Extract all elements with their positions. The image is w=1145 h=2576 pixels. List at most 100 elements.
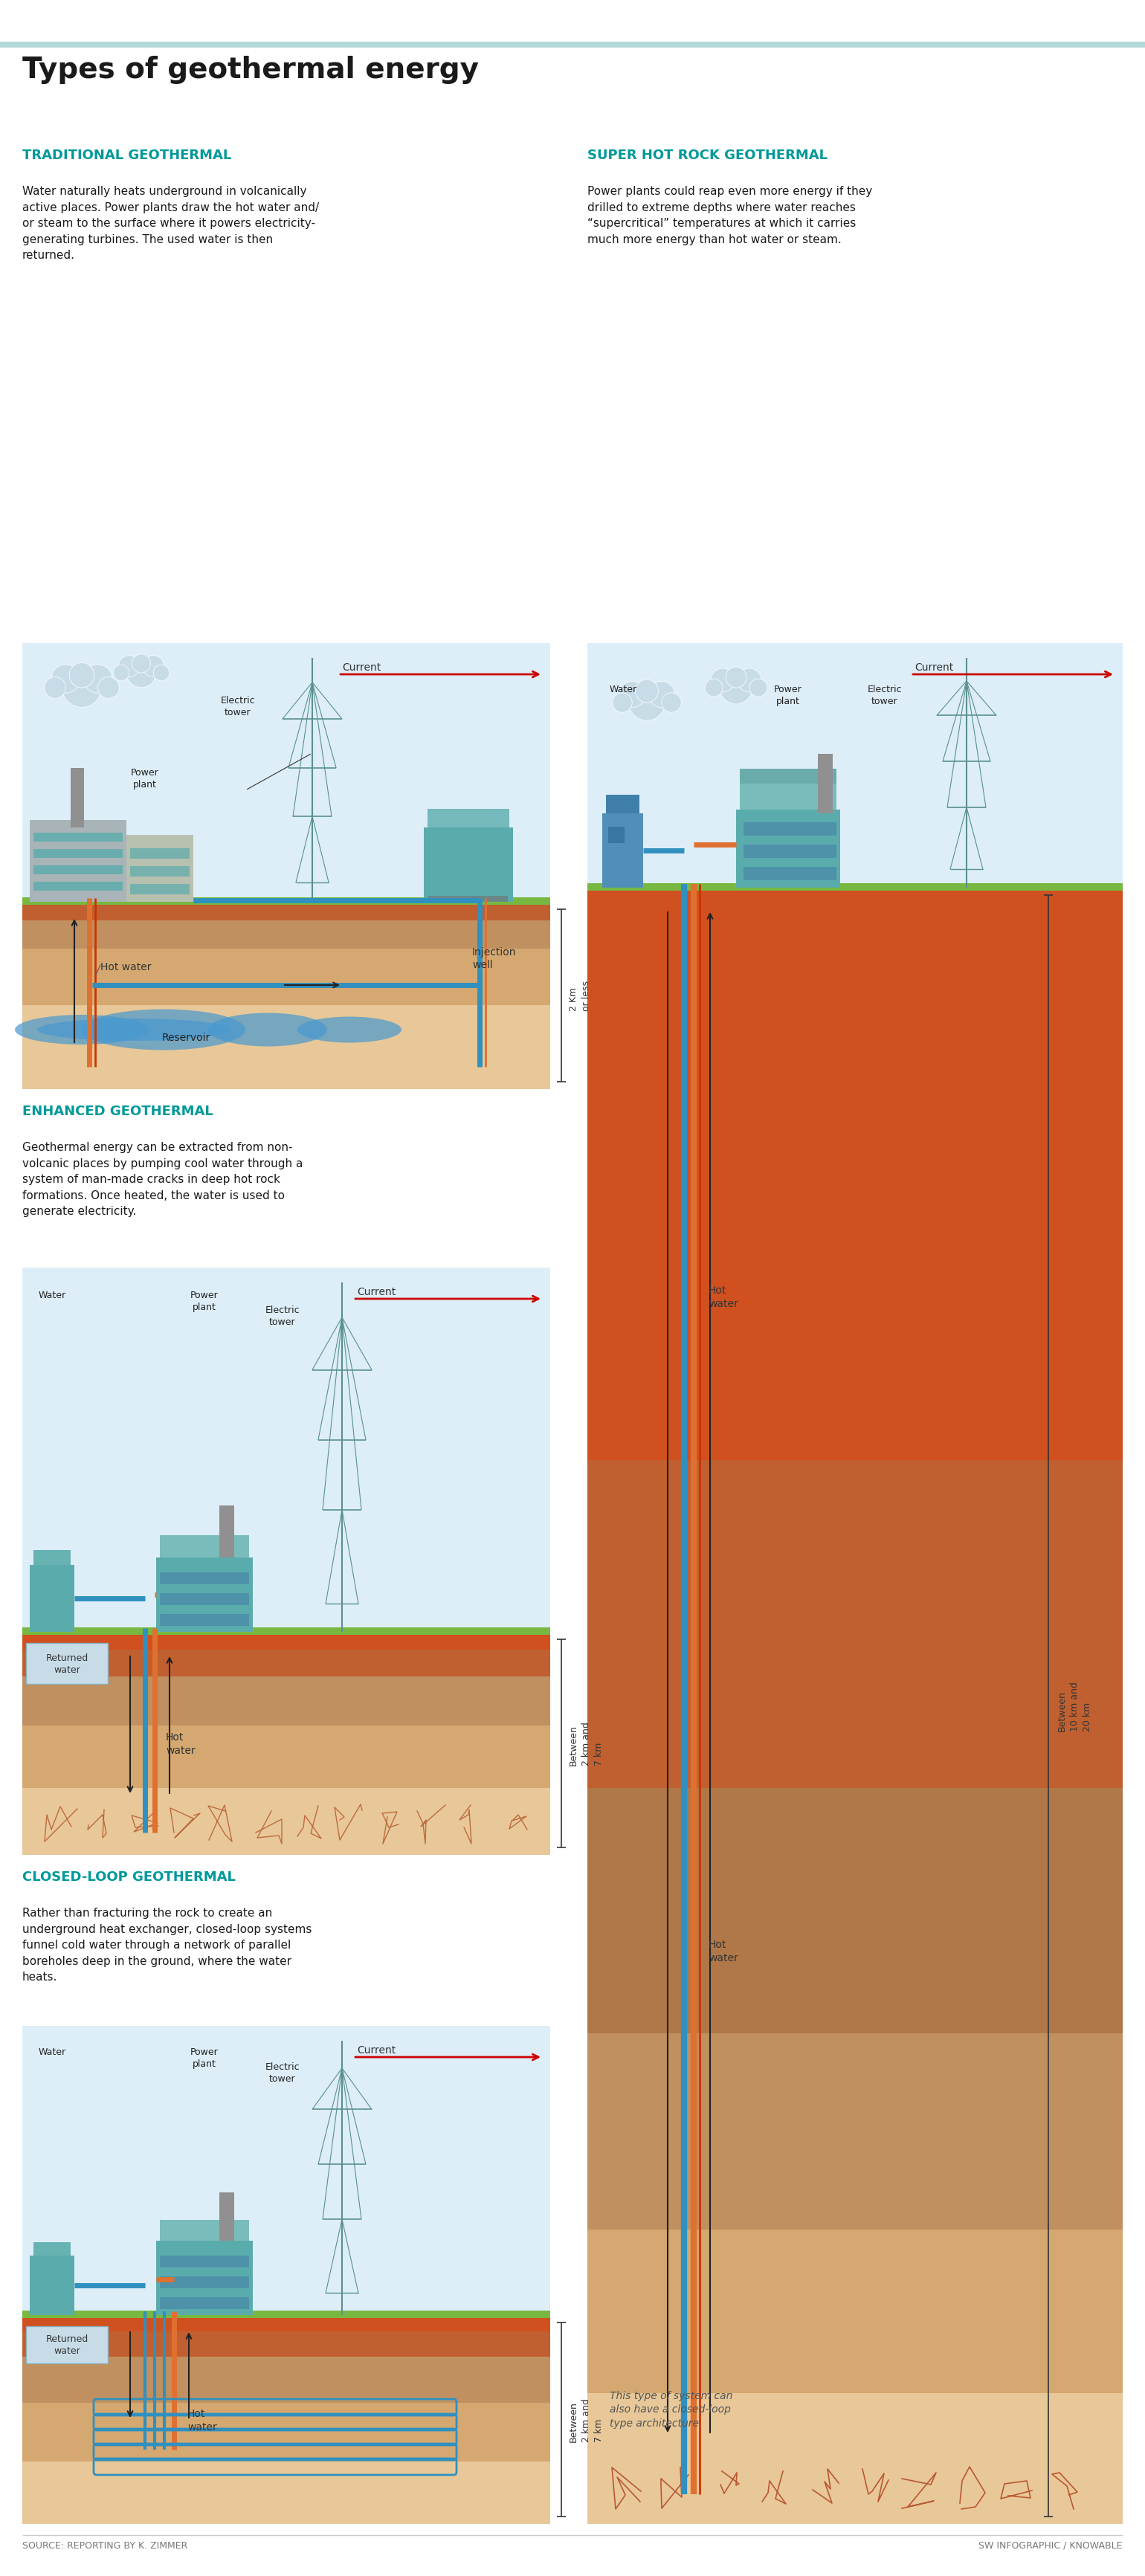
Circle shape [635,680,658,703]
Bar [131,848,190,860]
Text: SW INFOGRAPHIC / KNOWABLE: SW INFOGRAPHIC / KNOWABLE [979,2540,1123,2550]
Text: TRADITIONAL GEOTHERMAL: TRADITIONAL GEOTHERMAL [22,149,231,162]
Circle shape [143,657,164,677]
Bar [160,2257,250,2267]
Bar [740,770,837,783]
Circle shape [726,667,747,688]
Text: Current: Current [342,662,381,672]
Circle shape [127,659,156,688]
Bar [22,902,551,922]
Bar [30,2257,74,2316]
Bar [131,866,190,876]
Ellipse shape [208,1012,327,1046]
Bar [818,755,832,814]
Bar [22,1788,551,1855]
Bar [160,2298,250,2308]
Text: Hot
water: Hot water [188,2409,216,2432]
Text: Power
plant: Power plant [774,685,803,706]
Bar [22,1267,551,1633]
Circle shape [45,677,65,698]
Text: Current: Current [357,2045,396,2056]
Text: ENHANCED GEOTHERMAL: ENHANCED GEOTHERMAL [22,1105,213,1118]
Circle shape [711,670,735,693]
Bar [608,827,624,842]
Bar [126,835,194,902]
Ellipse shape [298,1018,402,1043]
Bar [22,948,551,1005]
Bar [160,2277,250,2287]
Circle shape [153,665,169,683]
Bar [427,896,508,902]
Text: Power plants could reap even more energy if they
drilled to extreme depths where: Power plants could reap even more energy… [587,185,872,245]
Bar [22,1677,551,1726]
Text: Between
2 km and
7 km: Between 2 km and 7 km [569,1721,603,1765]
Bar [33,881,123,891]
Bar [587,889,1123,1461]
Bar [156,2241,253,2316]
Bar [22,2316,551,2331]
Bar [587,2032,1123,2228]
Text: Water: Water [609,685,637,693]
Bar [33,1551,71,1566]
Text: Hot
water: Hot water [709,1285,739,1309]
Bar [22,1651,551,1677]
Bar [22,2025,551,2316]
Bar [22,1628,551,1636]
Bar [22,899,551,904]
Bar [0,41,1145,49]
Bar [606,796,639,814]
Text: Water: Water [38,2048,66,2056]
Bar [587,1788,1123,2032]
Bar [22,1726,551,1788]
Bar [220,2192,235,2241]
Bar [22,644,551,902]
Bar [33,832,123,842]
Text: CLOSED-LOOP GEOTHERMAL: CLOSED-LOOP GEOTHERMAL [22,1870,236,1883]
Bar [743,845,837,858]
Ellipse shape [81,1010,245,1051]
Circle shape [97,677,119,698]
Bar [22,2311,551,2318]
Text: SOURCE: REPORTING BY K. ZIMMER: SOURCE: REPORTING BY K. ZIMMER [22,2540,188,2550]
Bar [30,1566,74,1633]
Bar [26,1643,108,1685]
Circle shape [119,657,140,677]
Text: Reservoir: Reservoir [161,1033,211,1043]
Bar [587,884,1123,891]
Text: Returned
water: Returned water [46,1654,88,1674]
Bar [587,2228,1123,2393]
Text: Geothermal energy can be extracted from non-
volcanic places by pumping cool wat: Geothermal energy can be extracted from … [22,1141,303,1216]
Text: Electric
tower: Electric tower [266,2061,300,2084]
Text: Water: Water [38,1291,66,1301]
Circle shape [629,685,665,721]
Text: 2 Km
or less: 2 Km or less [569,981,591,1012]
Bar [160,1595,250,1605]
Circle shape [648,683,674,708]
Bar [736,809,840,889]
Circle shape [619,683,646,708]
Text: Water naturally heats underground in volcanically
active places. Power plants dr: Water naturally heats underground in vol… [22,185,319,260]
Circle shape [113,665,129,683]
Bar [156,1558,253,1633]
Text: Between
2 km and
7 km: Between 2 km and 7 km [569,2398,603,2442]
Text: Injection
well: Injection well [472,948,516,971]
Text: Power
plant: Power plant [190,2048,219,2069]
Text: Current: Current [915,662,954,672]
Bar [427,809,510,827]
Circle shape [62,670,102,708]
Bar [22,1633,551,1651]
Circle shape [662,693,681,714]
Text: Between
10 km and
20 km: Between 10 km and 20 km [1057,1682,1092,1731]
Text: Power
plant: Power plant [190,1291,219,1311]
Bar [33,866,123,876]
Text: Hot
water: Hot water [709,1940,739,1963]
Text: Hot water: Hot water [101,961,151,971]
Text: Electric
tower: Electric tower [221,696,255,716]
Bar [71,768,84,827]
Circle shape [84,665,112,693]
Bar [587,2393,1123,2524]
Bar [22,2403,551,2460]
Bar [587,644,1123,889]
Circle shape [70,662,94,688]
Text: This type of system can
also have a closed-loop
type architecture: This type of system can also have a clos… [609,2391,733,2429]
